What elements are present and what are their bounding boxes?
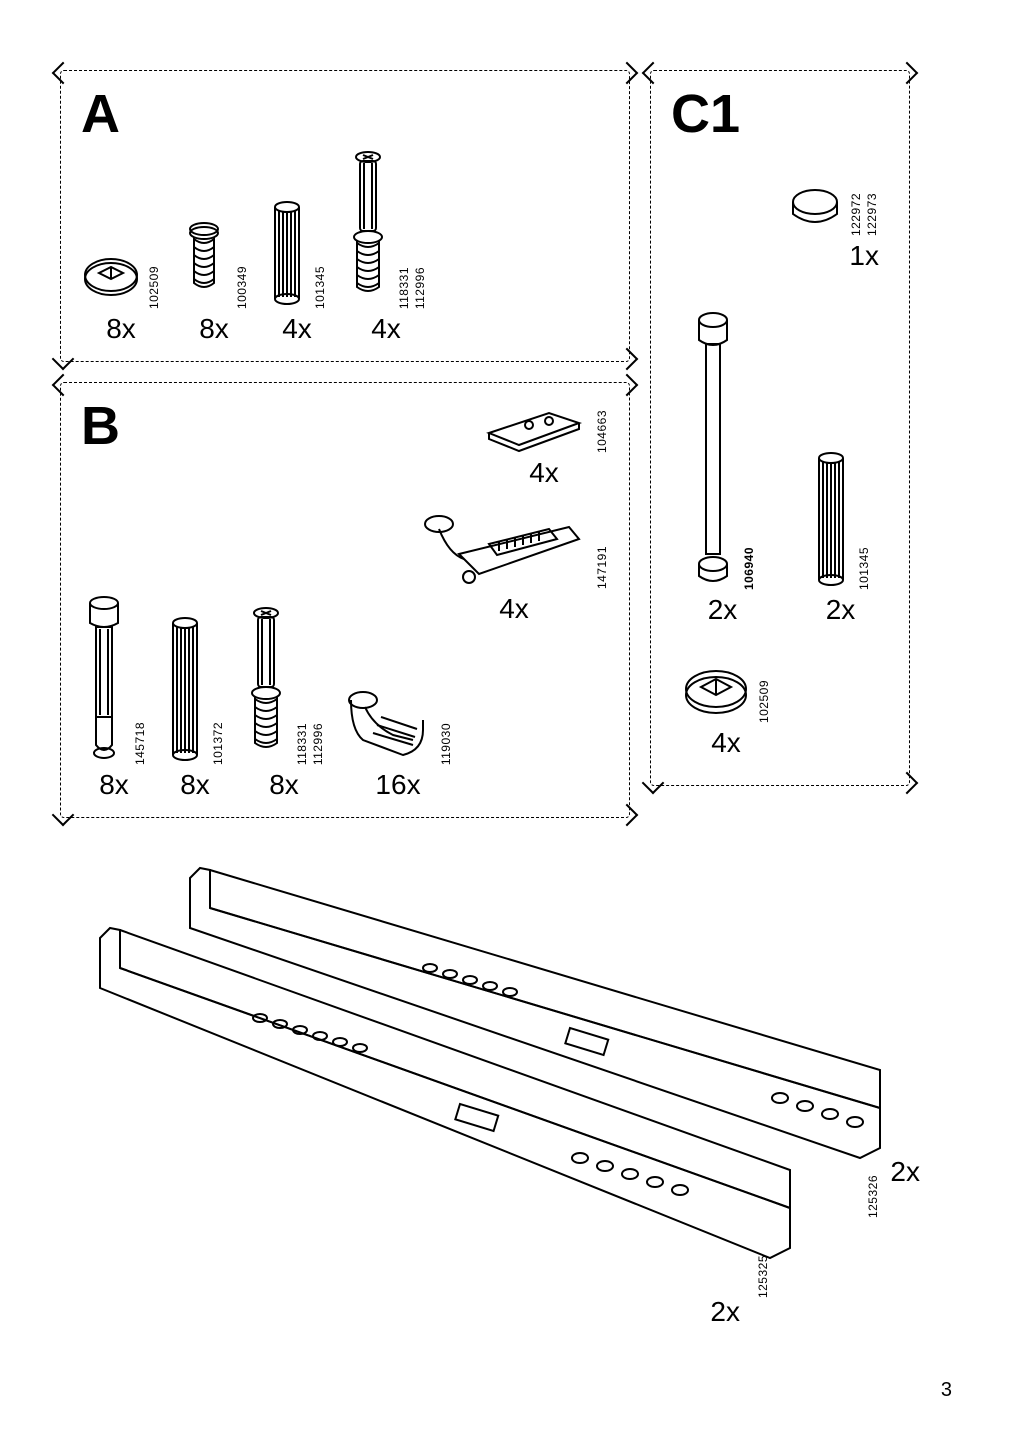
- qty: 4x: [371, 313, 401, 345]
- qty: 1x: [849, 240, 879, 272]
- qty: 4x: [711, 727, 741, 759]
- qty: 16x: [375, 769, 420, 801]
- wood-dowel-icon: [267, 199, 307, 309]
- bag-b-label: B: [81, 399, 399, 453]
- wood-dowel-icon: [811, 450, 851, 590]
- partnum: 106940: [742, 547, 756, 590]
- partnum: 147191: [595, 546, 609, 589]
- part-long-cam-bolt-2: 118331 112996 8x: [243, 605, 325, 801]
- rail-front-qty-value: 2x: [710, 1296, 740, 1328]
- rail-back-qty: 125326: [866, 1175, 880, 1218]
- part-long-cam-bolt: 118331 112996 4x: [345, 149, 427, 345]
- qty: 4x: [499, 593, 529, 625]
- partnum: 102509: [757, 680, 771, 723]
- page-number: 3: [941, 1379, 952, 1402]
- partnum: 125325: [756, 1255, 770, 1298]
- long-cam-bolt-icon: [345, 149, 391, 309]
- part-dowel-long: 101372 8x: [165, 615, 225, 801]
- cap-icon: [787, 186, 843, 236]
- qty: 8x: [106, 313, 136, 345]
- qty: 8x: [99, 769, 129, 801]
- part-wood-dowel: 101345 4x: [267, 199, 327, 345]
- bag-c1-label: C1: [671, 87, 889, 141]
- nail-plate-icon: [479, 403, 589, 453]
- partnum: 100349: [235, 266, 249, 309]
- cam-bolt-icon: [179, 199, 229, 309]
- part-cam-lock-c1: 102509 4x: [681, 663, 771, 759]
- qty: 8x: [199, 313, 229, 345]
- drawer-rails: 125326 2x 125325 2x: [60, 848, 940, 1288]
- part-wood-dowel-c1: 101345 2x: [811, 450, 871, 626]
- part-drawer-bolt: 145718 8x: [81, 595, 147, 801]
- long-cam-bolt-icon: [243, 605, 289, 765]
- part-hinge-plate: 147191 4x: [419, 499, 609, 625]
- bag-a: A: [60, 70, 630, 362]
- part-cam-bolt: 100349 8x: [179, 199, 249, 345]
- hinge-plate-icon: [419, 499, 589, 589]
- qty: 2x: [708, 594, 738, 626]
- rail-back-qty-value: 2x: [890, 1156, 920, 1188]
- cam-lock-icon: [81, 199, 141, 309]
- partnum: 145718: [133, 722, 147, 765]
- drawer-bolt-icon: [81, 595, 127, 765]
- partnum: 101345: [313, 266, 327, 309]
- support-pin-icon: [690, 310, 736, 590]
- partnum: 101372: [211, 722, 225, 765]
- partnum: 118331 112996: [295, 723, 325, 765]
- qty: 4x: [282, 313, 312, 345]
- part-nail-plate: 104663 4x: [479, 403, 609, 489]
- partnum: 125326: [866, 1175, 880, 1218]
- partnum: 118331 112996: [397, 267, 427, 309]
- part-cap: 122972 122973 1x: [787, 186, 879, 272]
- part-plastic-clip: 119030 16x: [343, 685, 453, 801]
- rail-front-qty: 125325: [756, 1255, 770, 1298]
- partnum: 122972 122973: [849, 193, 879, 236]
- bag-a-label: A: [81, 87, 609, 141]
- dowel-long-icon: [165, 615, 205, 765]
- qty: 8x: [269, 769, 299, 801]
- partnum: 102509: [147, 266, 161, 309]
- partnum: 104663: [595, 410, 609, 453]
- part-cam-lock: 102509 8x: [81, 199, 161, 345]
- bag-b: B: [60, 382, 630, 818]
- qty: 8x: [180, 769, 210, 801]
- part-support-pin: 106940 2x: [690, 310, 756, 626]
- cam-lock-icon: [681, 663, 751, 723]
- plastic-clip-icon: [343, 685, 433, 765]
- bag-c1: C1 122972 12297: [650, 70, 910, 786]
- qty: 2x: [826, 594, 856, 626]
- qty: 4x: [529, 457, 559, 489]
- partnum: 101345: [857, 547, 871, 590]
- partnum: 119030: [439, 723, 453, 765]
